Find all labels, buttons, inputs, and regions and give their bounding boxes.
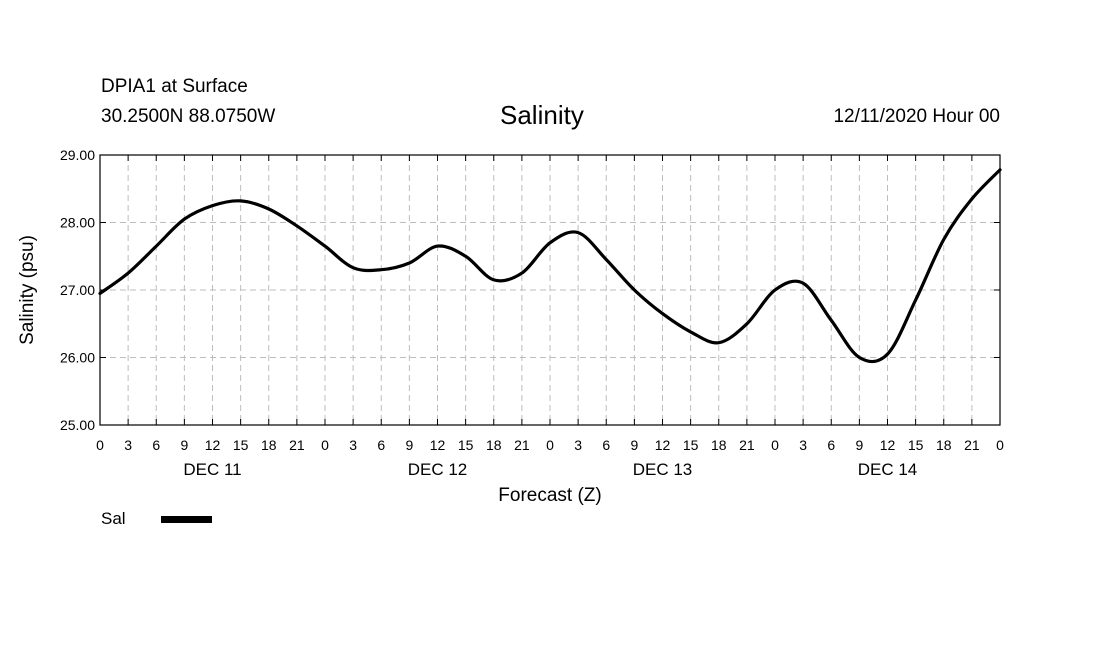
x-tick-label: 15 xyxy=(233,437,249,453)
x-axis-label: Forecast (Z) xyxy=(498,485,601,506)
x-tick-label: 6 xyxy=(827,437,835,453)
x-tick-label: 9 xyxy=(630,437,638,453)
x-tick-label: 21 xyxy=(289,437,305,453)
x-tick-label: 12 xyxy=(205,437,221,453)
x-tick-label: 12 xyxy=(655,437,671,453)
x-tick-label: 15 xyxy=(683,437,699,453)
x-tick-label: 6 xyxy=(377,437,385,453)
x-tick-label: 0 xyxy=(96,437,104,453)
y-tick-label: 28.00 xyxy=(60,215,95,231)
x-tick-label: 12 xyxy=(880,437,896,453)
x-tick-label: 9 xyxy=(855,437,863,453)
day-labels: DEC 11 DEC 12 DEC 13 DEC 14 xyxy=(183,460,917,479)
station-coordinates: 30.2500N 88.0750W xyxy=(101,106,276,127)
x-tick-label: 6 xyxy=(602,437,610,453)
x-tick-label: 0 xyxy=(546,437,554,453)
x-tick-label: 3 xyxy=(124,437,132,453)
x-tick-label: 3 xyxy=(799,437,807,453)
y-tick-label: 26.00 xyxy=(60,350,95,366)
x-tick-label: 9 xyxy=(405,437,413,453)
y-axis-label: Salinity (psu) xyxy=(17,235,38,345)
y-tick-labels: 25.00 26.00 27.00 28.00 29.00 xyxy=(60,147,95,433)
series-line-sal xyxy=(98,168,1002,364)
day-label: DEC 13 xyxy=(633,460,693,479)
x-tick-label: 18 xyxy=(936,437,952,453)
plot-frame xyxy=(99,154,1001,426)
day-label: DEC 11 xyxy=(183,460,241,479)
day-label: DEC 14 xyxy=(858,460,918,479)
y-tick-label: 29.00 xyxy=(60,147,95,163)
legend-swatch-sal xyxy=(161,516,212,523)
x-tick-label: 0 xyxy=(321,437,329,453)
legend-label: Sal xyxy=(101,509,126,528)
x-tick-label: 0 xyxy=(771,437,779,453)
x-tick-label: 0 xyxy=(996,437,1004,453)
grid-lines xyxy=(100,155,1000,425)
x-tick-label: 12 xyxy=(430,437,446,453)
y-tick-label: 27.00 xyxy=(60,282,95,298)
x-tick-label: 18 xyxy=(486,437,502,453)
axis-ticks xyxy=(99,154,1001,426)
x-tick-label: 18 xyxy=(711,437,727,453)
x-tick-label: 15 xyxy=(908,437,924,453)
day-label: DEC 12 xyxy=(408,460,468,479)
x-tick-label: 15 xyxy=(458,437,474,453)
x-tick-label: 21 xyxy=(964,437,980,453)
x-tick-label: 21 xyxy=(514,437,530,453)
run-time: 12/11/2020 Hour 00 xyxy=(833,106,1000,127)
x-tick-label: 9 xyxy=(180,437,188,453)
x-tick-label: 18 xyxy=(261,437,277,453)
x-tick-label: 21 xyxy=(739,437,755,453)
y-tick-label: 25.00 xyxy=(60,417,95,433)
x-tick-label: 3 xyxy=(574,437,582,453)
station-name: DPIA1 at Surface xyxy=(101,76,248,97)
x-tick-label: 6 xyxy=(152,437,160,453)
chart-title: Salinity xyxy=(500,100,584,130)
x-tick-labels: 0 3 6 9 12 15 18 21 0 3 6 9 12 15 18 21 0 3 6 9 12 15 18 21 0 3 6 9… xyxy=(96,437,1004,453)
x-tick-label: 3 xyxy=(349,437,357,453)
